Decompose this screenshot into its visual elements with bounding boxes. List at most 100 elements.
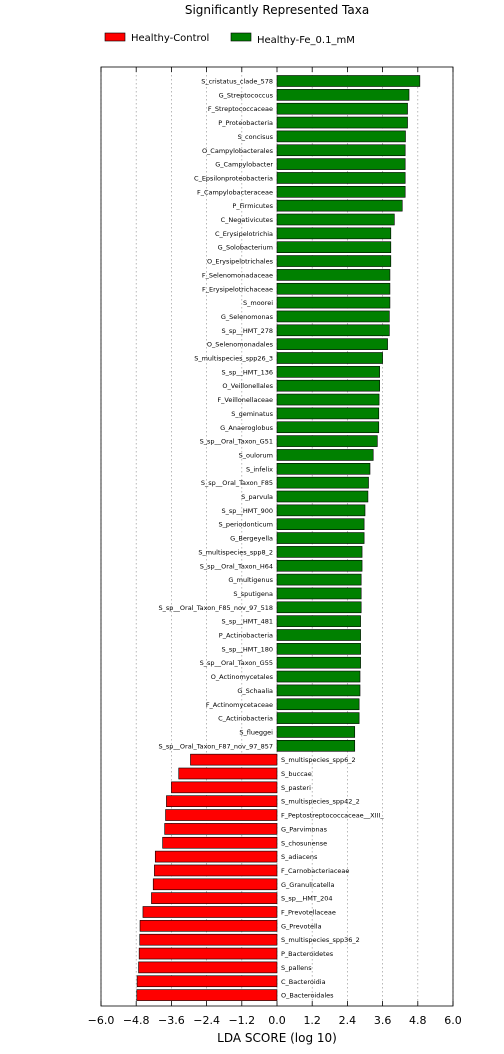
bar-label: S_chosunense [281, 839, 327, 847]
legend: Healthy-Control Healthy-Fe_0.1_mM [104, 32, 355, 46]
bar [276, 490, 369, 503]
legend-swatch-healthy-fe [230, 32, 252, 42]
bar [276, 296, 391, 309]
bar-label: G_multigenus [228, 576, 273, 584]
bar [139, 920, 278, 932]
bar-label: S_sp__Oral_Taxon_G51 [200, 438, 273, 446]
bar [276, 338, 388, 350]
bar [276, 269, 391, 281]
bar [276, 116, 408, 129]
bar-label: G_Campylobacter [215, 161, 273, 169]
bar-label: S_sputigena [233, 590, 273, 598]
bars [136, 75, 421, 1001]
x-tick-label: 4.8 [409, 1014, 427, 1027]
x-tick-label: 0.0 [268, 1014, 286, 1027]
x-tick-label: 2.4 [339, 1014, 357, 1027]
bar [276, 656, 361, 669]
bar-label: S_sp__HMT_900 [221, 507, 273, 515]
bar [276, 476, 369, 489]
bar-label: F_Campylobacteraceae [197, 188, 273, 196]
bar-label: O_Actinomycetales [211, 673, 274, 681]
bar-label: S_sp__Oral_Taxon_H64 [200, 562, 273, 570]
bar [276, 421, 380, 434]
bar [276, 213, 395, 226]
bar [276, 172, 406, 184]
bar [139, 933, 278, 946]
bar-label: P_Proteobacteria [218, 119, 273, 127]
bar [276, 615, 361, 627]
bar-label: O_Veillonellales [222, 382, 273, 390]
x-tick-label: 1.2 [303, 1014, 321, 1027]
legend-swatch-healthy-control [104, 32, 126, 42]
bar-label: S_multispecies_spp36_2 [281, 936, 360, 944]
bar [276, 89, 410, 101]
bar [276, 601, 362, 614]
bar [276, 684, 361, 697]
bar-label: S_sp__HMT_136 [221, 368, 273, 376]
bar [152, 878, 278, 891]
bar-label: S_sp__HMT_180 [221, 645, 273, 653]
bar [276, 75, 421, 87]
bar [154, 850, 278, 863]
bar-label: F_Selenomonadaceae [202, 271, 273, 279]
bar [276, 698, 360, 711]
x-axis-ticks: −6.0 −4.8 −3.6 −2.4 −1.2 0.0 1.2 2.4 3.6 4.8 6.0 [88, 67, 462, 1027]
bar-label: S_moorei [243, 299, 273, 307]
bar-label: S_multispecies_spp6_2 [281, 756, 356, 764]
x-tick-label: −6.0 [88, 1014, 115, 1027]
bar [190, 753, 278, 766]
bar [276, 712, 360, 724]
bar [276, 366, 380, 378]
bar-label: C_Bacteroidia [281, 978, 326, 986]
bar-label: S_sp__HMT_204 [281, 895, 333, 903]
bar [276, 144, 406, 157]
bar [276, 629, 361, 641]
bar [276, 379, 380, 392]
bar [138, 961, 278, 974]
bar-label: G_Schaalia [237, 687, 273, 695]
bar-label: P_Firmicutes [232, 202, 273, 210]
x-tick-label: −2.4 [193, 1014, 220, 1027]
bar [276, 282, 391, 295]
bar [276, 158, 406, 170]
bar-label: G_Anaeroglobus [220, 424, 273, 432]
bar [162, 836, 278, 849]
bar-label: G_Granulicatella [281, 881, 335, 889]
bar-label: O_Erysipelotrichales [207, 258, 274, 266]
bar-label: S_parvula [241, 493, 273, 501]
bar-label: S_multispecies_spp8_2 [198, 548, 273, 556]
bar [276, 435, 378, 447]
bar [171, 781, 278, 794]
bar-label: F_Peptostreptococcaceae__XIII_ [281, 812, 384, 820]
bar-label: S_concisus [238, 133, 274, 141]
x-axis-label: LDA SCORE (log 10) [217, 1031, 337, 1045]
bar-label: F_Streptococcaceae [208, 105, 273, 113]
bar [178, 767, 278, 780]
bar [276, 241, 392, 253]
bar-label: S_multispecies_spp42_2 [281, 798, 360, 806]
bar-label: C_Epsilonproteobacteria [194, 174, 273, 182]
x-tick-label: 3.6 [374, 1014, 392, 1027]
bar [276, 587, 362, 600]
bar [164, 823, 278, 835]
bar [276, 130, 406, 143]
bar-label: C_Actinobacteria [218, 715, 273, 723]
bar-label: F_Erysipelotrichaceae [202, 285, 273, 293]
bar-label: O_Selenomonadales [207, 341, 274, 349]
bar [276, 186, 406, 198]
bar [276, 643, 361, 655]
bar-label: P_Bacteroidetes [281, 950, 334, 958]
bar-label: C_Negativicutes [221, 216, 274, 224]
bar-label: S_sp__Oral_Taxon_F85_nov_97_518 [159, 604, 273, 612]
bar [276, 546, 363, 558]
bar-label: S_adiacens [281, 853, 318, 861]
bar-label: G_Prevotella [281, 922, 322, 930]
bar-label: S_pasteri [281, 784, 311, 792]
bar [276, 227, 392, 240]
bar-label: F_Veillonellaceae [217, 396, 273, 404]
bar [142, 906, 278, 918]
bar [136, 975, 278, 988]
bar [276, 324, 390, 337]
bar [276, 393, 380, 406]
